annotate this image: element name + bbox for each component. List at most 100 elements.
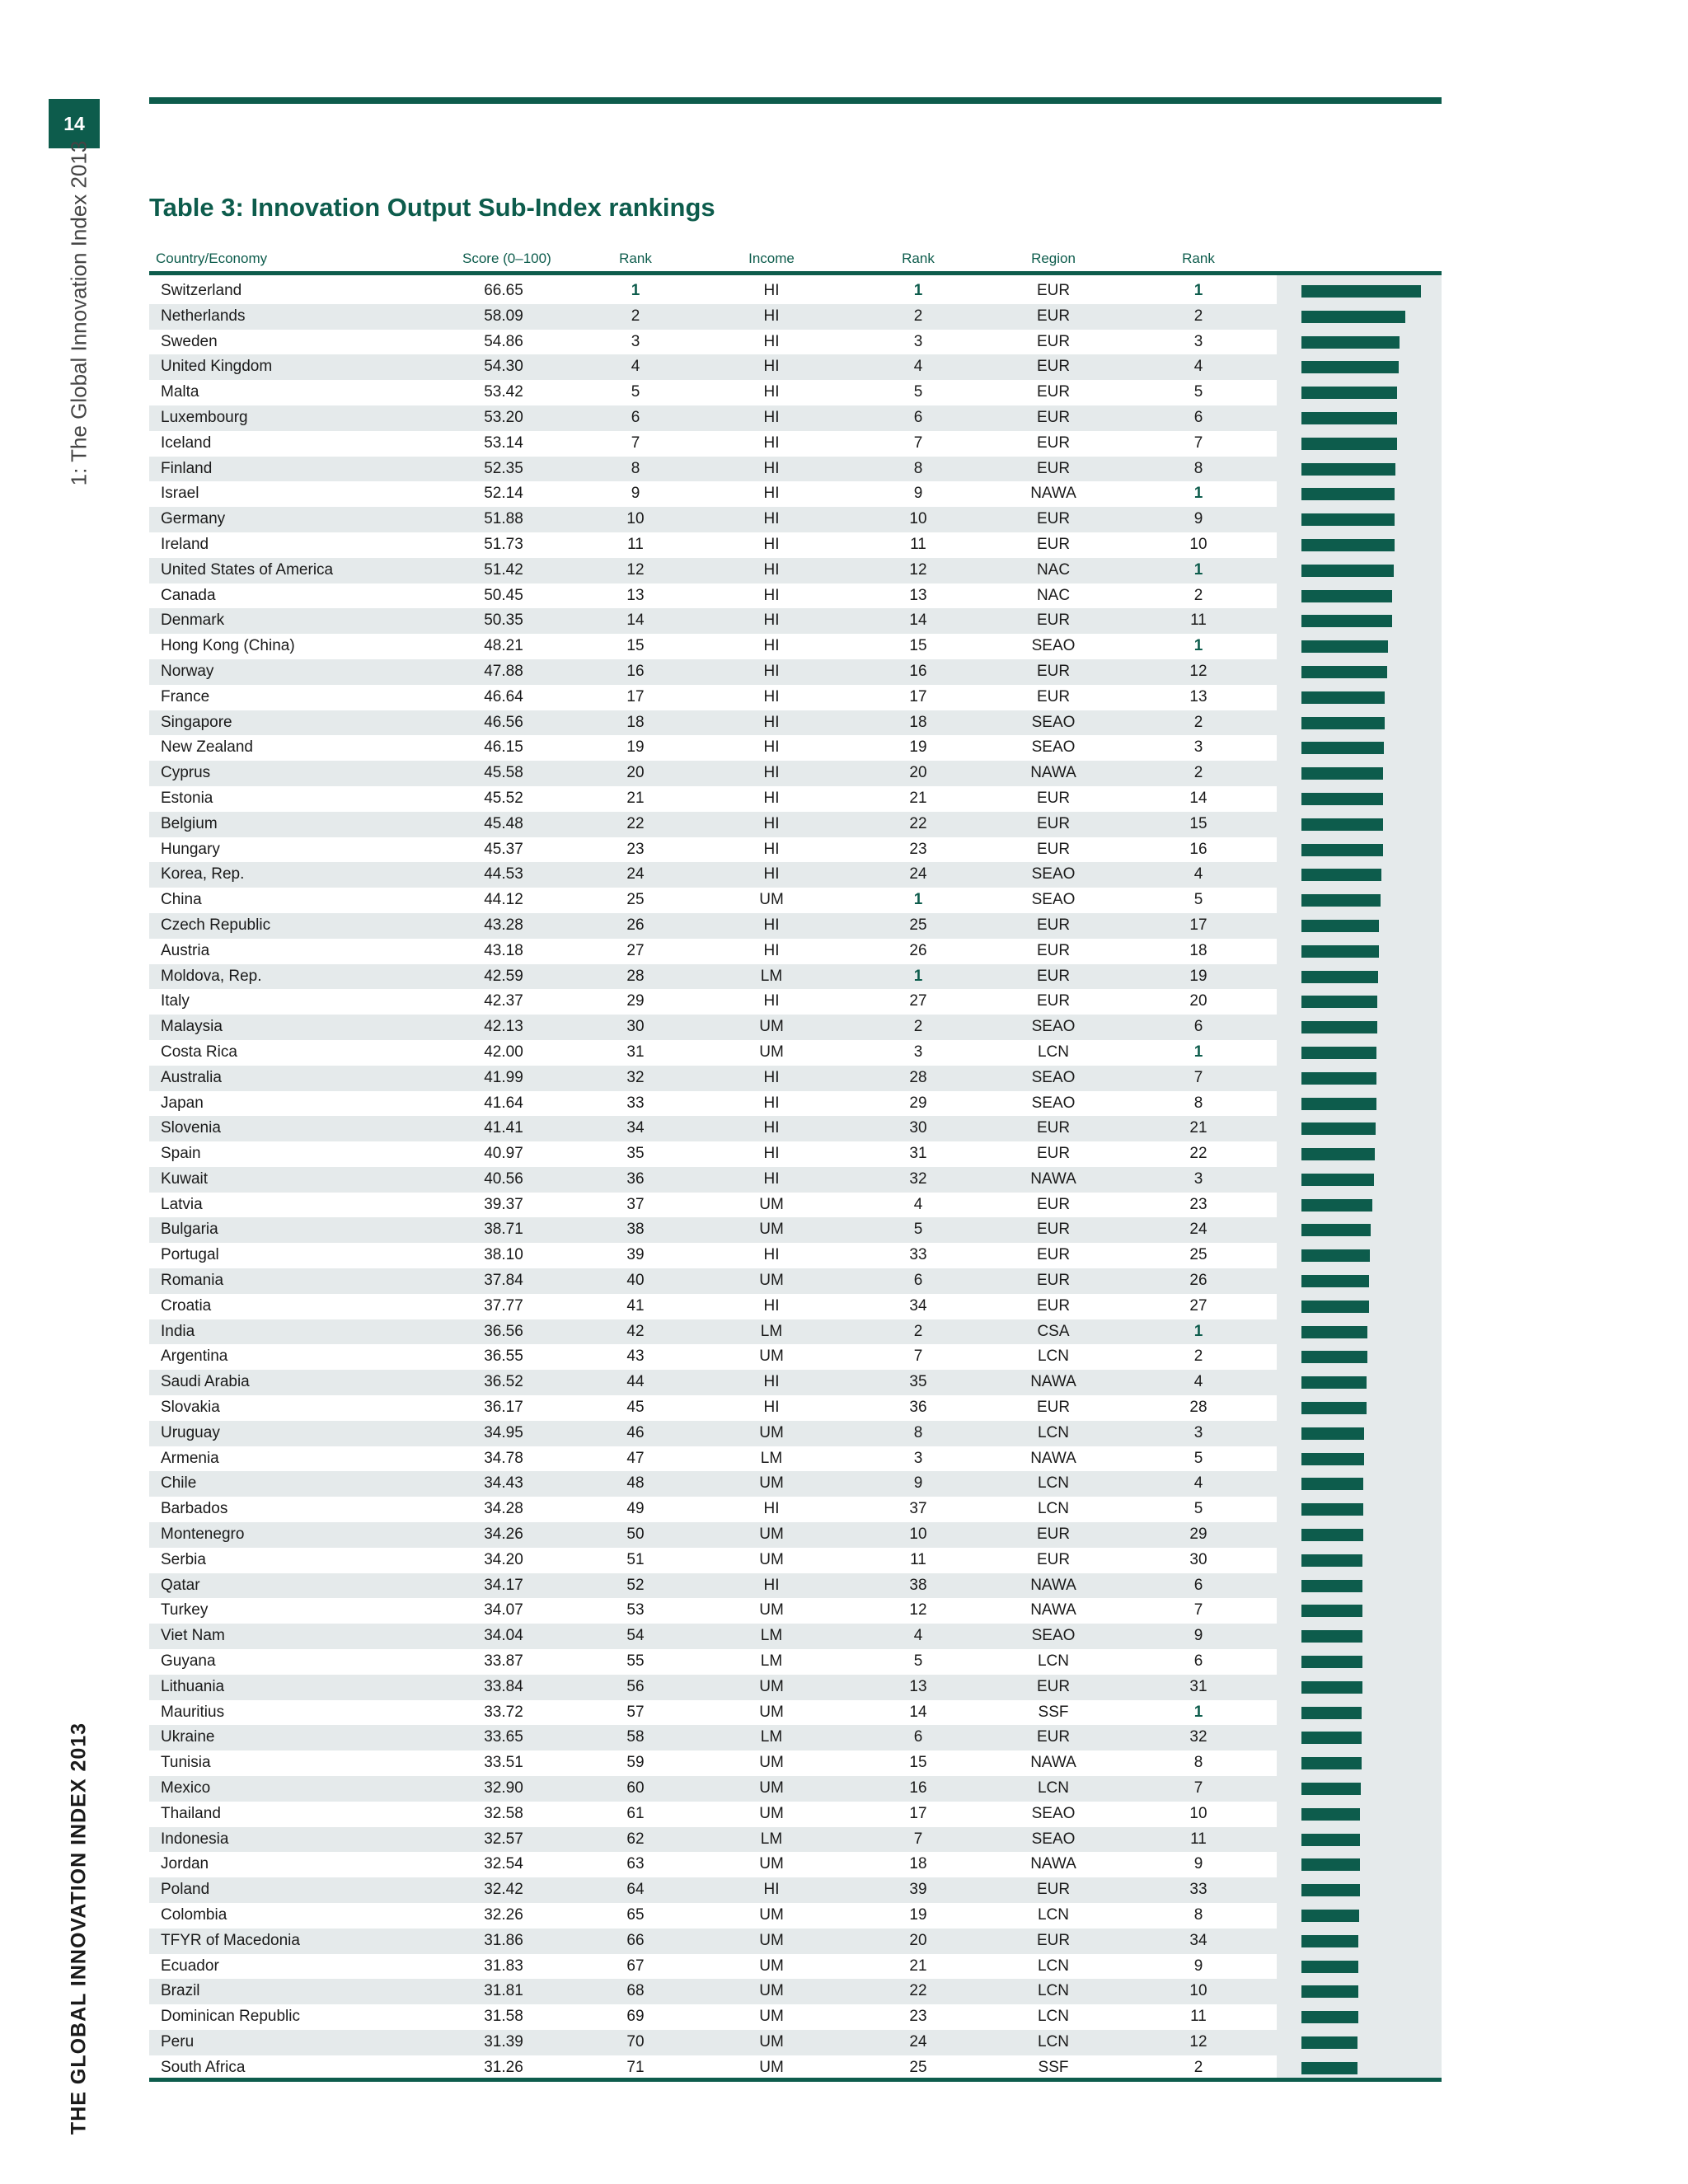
income-cell: HI bbox=[763, 687, 780, 705]
country-cell: Portugal bbox=[161, 1246, 219, 1264]
score-cell: 37.84 bbox=[484, 1272, 523, 1290]
table-row: Guyana 33.87 55 LM 5 LCN 6 bbox=[149, 1649, 1442, 1675]
score-bar bbox=[1301, 310, 1406, 323]
table-row: China 44.12 25 UM 1 SEAO 5 bbox=[149, 888, 1442, 913]
score-cell: 44.53 bbox=[484, 865, 523, 883]
country-cell: Malaysia bbox=[161, 1018, 223, 1036]
table-row: Viet Nam 34.04 54 LM 4 SEAO 9 bbox=[149, 1624, 1442, 1650]
region-cell: EUR bbox=[1036, 510, 1071, 528]
score-cell: 37.77 bbox=[484, 1296, 523, 1315]
country-cell: Germany bbox=[161, 510, 226, 528]
header-region: Region bbox=[1031, 251, 1076, 266]
row-background bbox=[149, 1294, 1277, 1319]
row-background bbox=[149, 1725, 1277, 1751]
country-cell: Jordan bbox=[161, 1855, 209, 1873]
table-row: Indonesia 32.57 62 LM 7 SEAO 11 bbox=[149, 1826, 1442, 1853]
score-bar bbox=[1301, 1858, 1360, 1872]
score-bar bbox=[1301, 843, 1383, 856]
score-cell: 32.90 bbox=[484, 1779, 523, 1797]
score-cell: 41.41 bbox=[484, 1119, 523, 1137]
score-cell: 34.20 bbox=[484, 1550, 523, 1568]
income-cell: UM bbox=[759, 1931, 784, 1949]
country-cell: Israel bbox=[161, 485, 199, 503]
region-rank-cell: 8 bbox=[1193, 1906, 1203, 1924]
income-rank-cell: 5 bbox=[913, 1652, 923, 1671]
rank-cell: 14 bbox=[626, 612, 645, 630]
income-rank-cell: 30 bbox=[909, 1119, 927, 1137]
income-rank-cell: 31 bbox=[909, 1145, 927, 1163]
score-cell: 66.65 bbox=[484, 282, 523, 299]
region-rank-cell: 9 bbox=[1193, 1957, 1203, 1975]
rank-cell: 15 bbox=[626, 637, 645, 655]
score-bar bbox=[1301, 1732, 1362, 1745]
income-cell: UM bbox=[759, 1550, 784, 1568]
row-background bbox=[149, 1217, 1277, 1244]
header-income-rank: Rank bbox=[902, 251, 935, 266]
rank-cell: 52 bbox=[626, 1576, 645, 1594]
rank-cell: 69 bbox=[626, 2008, 645, 2026]
table-row: Spain 40.97 35 HI 31 EUR 22 bbox=[149, 1141, 1442, 1167]
score-cell: 34.28 bbox=[484, 1500, 523, 1518]
table-row: Mexico 32.90 60 UM 16 LCN 7 bbox=[149, 1776, 1442, 1802]
score-bar bbox=[1301, 1173, 1375, 1186]
country-cell: Malta bbox=[161, 383, 199, 401]
page-number: 14 bbox=[49, 99, 100, 148]
rank-cell: 25 bbox=[626, 891, 645, 909]
country-cell: Tunisia bbox=[161, 1754, 211, 1772]
row-background bbox=[149, 989, 1277, 1015]
region-cell: SEAO bbox=[1031, 738, 1076, 757]
region-rank-cell: 24 bbox=[1189, 1221, 1207, 1239]
rank-cell: 26 bbox=[626, 916, 645, 934]
country-cell: Netherlands bbox=[161, 307, 246, 325]
region-cell: EUR bbox=[1036, 789, 1071, 807]
region-cell: NAWA bbox=[1030, 1373, 1076, 1391]
income-rank-cell: 14 bbox=[909, 612, 927, 630]
rank-cell: 65 bbox=[626, 1906, 645, 1924]
score-cell: 53.14 bbox=[484, 434, 523, 452]
region-rank-cell: 5 bbox=[1193, 1500, 1203, 1518]
region-cell: NAWA bbox=[1030, 1601, 1076, 1619]
table-row: Ukraine 33.65 58 LM 6 EUR 32 bbox=[149, 1725, 1442, 1751]
rank-cell: 18 bbox=[626, 713, 645, 731]
country-cell: Belgium bbox=[161, 814, 218, 832]
row-background bbox=[149, 1548, 1277, 1573]
income-cell: UM bbox=[759, 1957, 784, 1975]
rank-cell: 22 bbox=[626, 814, 645, 832]
score-bar bbox=[1301, 1376, 1367, 1390]
income-cell: LM bbox=[760, 967, 783, 985]
region-rank-cell: 12 bbox=[1189, 2032, 1207, 2050]
country-cell: Latvia bbox=[161, 1195, 203, 1213]
rank-cell: 55 bbox=[626, 1652, 645, 1671]
table-row: Qatar 34.17 52 HI 38 NAWA 6 bbox=[149, 1572, 1442, 1599]
income-rank-cell: 29 bbox=[909, 1094, 927, 1112]
region-rank-cell: 7 bbox=[1193, 1068, 1203, 1086]
table-row: Malaysia 42.13 30 UM 2 SEAO 6 bbox=[149, 1015, 1442, 1040]
score-cell: 48.21 bbox=[484, 637, 523, 655]
region-cell: EUR bbox=[1036, 434, 1071, 452]
income-rank-cell: 32 bbox=[909, 1169, 927, 1188]
score-bar bbox=[1301, 361, 1400, 374]
rank-cell: 67 bbox=[626, 1957, 645, 1975]
table-row: Thailand 32.58 61 UM 17 SEAO 10 bbox=[149, 1802, 1442, 1827]
region-rank-cell: 27 bbox=[1189, 1296, 1207, 1315]
score-bar bbox=[1301, 691, 1386, 704]
income-cell: LM bbox=[760, 1728, 783, 1746]
region-cell: SEAO bbox=[1031, 637, 1076, 655]
rank-cell: 17 bbox=[626, 687, 645, 705]
region-rank-cell: 6 bbox=[1193, 1018, 1203, 1036]
income-rank-cell: 9 bbox=[913, 485, 923, 503]
score-bar bbox=[1301, 1275, 1370, 1288]
region-cell: NAWA bbox=[1030, 1576, 1076, 1594]
row-background bbox=[149, 658, 1277, 685]
row-background bbox=[149, 1091, 1277, 1117]
country-cell: Luxembourg bbox=[161, 408, 248, 426]
score-bar bbox=[1301, 1503, 1363, 1516]
region-rank-cell: 22 bbox=[1189, 1145, 1207, 1163]
score-bar bbox=[1301, 1757, 1362, 1770]
region-cell: EUR bbox=[1036, 1526, 1071, 1544]
score-cell: 43.18 bbox=[484, 941, 523, 959]
score-cell: 39.37 bbox=[484, 1195, 523, 1213]
row-background bbox=[149, 1572, 1277, 1599]
income-cell: UM bbox=[759, 1526, 784, 1544]
score-bar bbox=[1301, 387, 1398, 400]
